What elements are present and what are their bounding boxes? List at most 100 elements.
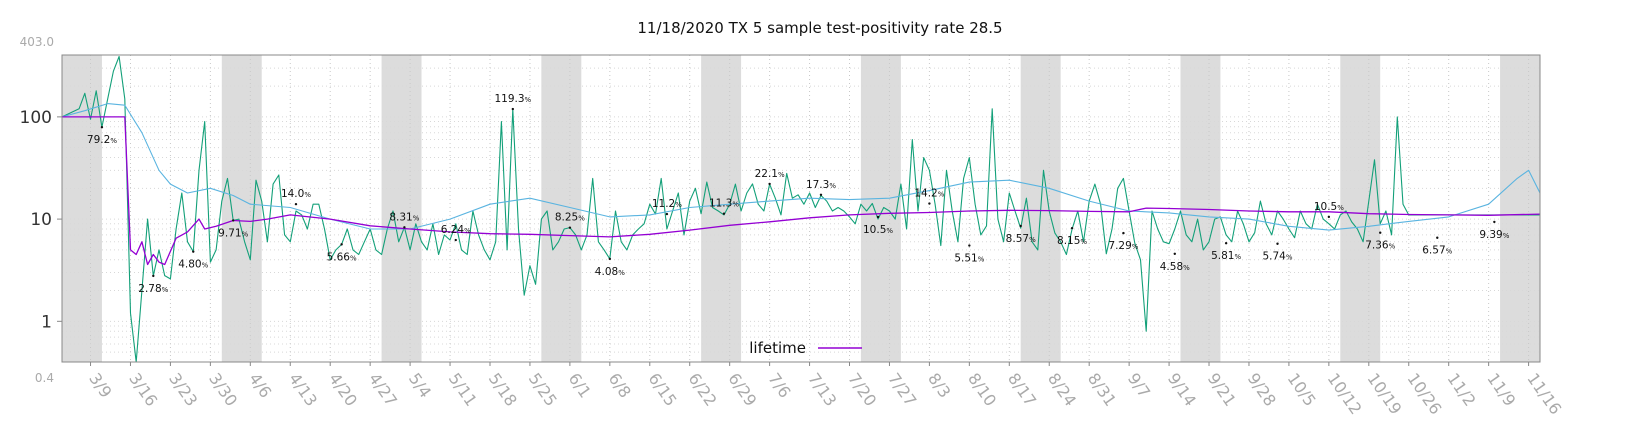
y-tick-label: 1: [41, 312, 52, 332]
data-label-percent-sign: %: [886, 227, 893, 235]
data-label-percent-sign: %: [938, 191, 945, 199]
data-label-percent-sign: %: [1080, 238, 1087, 246]
data-label-point: [1276, 242, 1279, 245]
data-label-value: 4.08: [595, 266, 618, 278]
data-label-value: 5.66: [327, 251, 351, 263]
annotations: 79.2%2.78%4.80%9.71%14.0%5.66%8.31%6.24%…: [87, 93, 1510, 295]
data-label-percent-sign: %: [525, 96, 532, 104]
data-label-percent-sign: %: [1337, 204, 1344, 212]
data-label-percent-sign: %: [242, 230, 249, 238]
data-label: 8.25%: [555, 212, 585, 224]
data-label-point: [568, 226, 572, 229]
data-label: 119.3%: [494, 93, 531, 105]
data-label: 9.39%: [1479, 229, 1509, 241]
data-label-point: [1173, 252, 1176, 255]
data-label-value: 119.3: [494, 93, 524, 105]
data-label-point: [1070, 226, 1074, 230]
data-label-value: 8.15: [1057, 235, 1080, 247]
data-label-percent-sign: %: [1183, 264, 1190, 272]
legend: lifetime: [749, 339, 862, 357]
data-label-value: 79.2: [87, 134, 110, 146]
data-label-point: [665, 212, 669, 216]
data-label-value: 7.36: [1365, 240, 1389, 252]
week-band: [1500, 55, 1540, 362]
data-label-point: [1327, 215, 1331, 219]
data-label-percent-sign: %: [778, 171, 785, 179]
data-label: 8.57%: [1006, 233, 1036, 245]
data-label-value: 10.5: [863, 224, 886, 236]
data-label-percent-sign: %: [1132, 243, 1139, 251]
data-label: 14.2%: [914, 188, 944, 200]
lifetime-series-line: [62, 116, 1541, 266]
data-label-value: 2.78: [138, 283, 161, 295]
week-band: [381, 55, 422, 362]
week-band: [221, 55, 262, 362]
data-label-point: [768, 182, 771, 186]
data-label: 9.71%: [218, 227, 248, 239]
chart-title: 11/18/2020 TX 5 sample test-positivity r…: [637, 19, 1002, 37]
data-label: 5.66%: [327, 251, 357, 263]
data-label-percent-sign: %: [350, 254, 357, 262]
data-label: 11.3%: [709, 198, 739, 210]
data-label-value: 9.71: [218, 227, 241, 239]
legend-label: lifetime: [749, 339, 806, 357]
series-lines: [61, 55, 1541, 363]
data-label-point: [403, 226, 406, 229]
data-label-point: [511, 107, 515, 111]
y-min-label: 0.4: [35, 371, 54, 385]
plot-frame: [61, 54, 1541, 363]
data-label-value: 11.3: [709, 198, 732, 210]
data-label-value: 9.39: [1479, 229, 1502, 241]
data-label: 14.0%: [281, 188, 311, 200]
data-label: 5.81%: [1211, 250, 1241, 262]
data-label-percent-sign: %: [413, 214, 420, 222]
data-label-point: [1019, 224, 1022, 228]
y-axis: 1 10 100 403.0 0.4: [20, 35, 62, 385]
data-label-value: 17.3: [806, 179, 829, 191]
data-label: 8.15%: [1057, 235, 1087, 247]
data-label-point: [1122, 231, 1125, 235]
data-label-percent-sign: %: [202, 262, 209, 270]
data-label: 22.1%: [755, 168, 785, 180]
data-label-point: [968, 244, 971, 247]
data-label-value: 4.80: [178, 259, 201, 271]
y-max-label: 403.0: [20, 35, 54, 49]
data-label-value: 4.58: [1160, 261, 1183, 273]
data-label-value: 5.51: [954, 253, 977, 265]
smoothed-series-line: [61, 103, 1541, 231]
data-label: 11.2%: [652, 198, 682, 210]
data-label-value: 7.29: [1108, 240, 1131, 252]
data-label: 79.2%: [87, 134, 117, 146]
data-label-percent-sign: %: [618, 269, 625, 277]
week-band: [860, 55, 901, 362]
data-label-point: [100, 126, 104, 129]
data-label-percent-sign: %: [1503, 232, 1510, 240]
data-label: 4.08%: [595, 266, 625, 278]
data-label-point: [454, 238, 457, 242]
data-label-point: [722, 212, 726, 215]
data-label-value: 8.25: [555, 212, 578, 224]
data-label-point: [1493, 220, 1496, 224]
data-label-point: [819, 193, 823, 196]
data-label-point: [1379, 231, 1382, 234]
data-label-percent-sign: %: [1235, 253, 1242, 261]
data-label: 4.58%: [1160, 261, 1190, 273]
data-label-value: 22.1: [755, 168, 778, 180]
data-label: 5.51%: [954, 253, 984, 265]
data-label: 2.78%: [138, 283, 168, 295]
week-band: [701, 55, 742, 362]
data-label-point: [1224, 242, 1228, 245]
data-label: 4.80%: [178, 259, 208, 271]
data-label-percent-sign: %: [675, 201, 682, 209]
data-label: 10.5%: [1314, 201, 1344, 213]
data-label: 6.24%: [441, 224, 471, 236]
y-tick-label: 10: [30, 210, 52, 230]
data-label-value: 8.31: [389, 211, 412, 223]
data-label-value: 14.0: [281, 188, 304, 200]
data-label-percent-sign: %: [1446, 248, 1453, 256]
data-label-percent-sign: %: [162, 286, 169, 294]
data-label-value: 10.5: [1314, 201, 1337, 213]
data-label-point: [340, 243, 343, 246]
data-label-percent-sign: %: [304, 191, 311, 199]
